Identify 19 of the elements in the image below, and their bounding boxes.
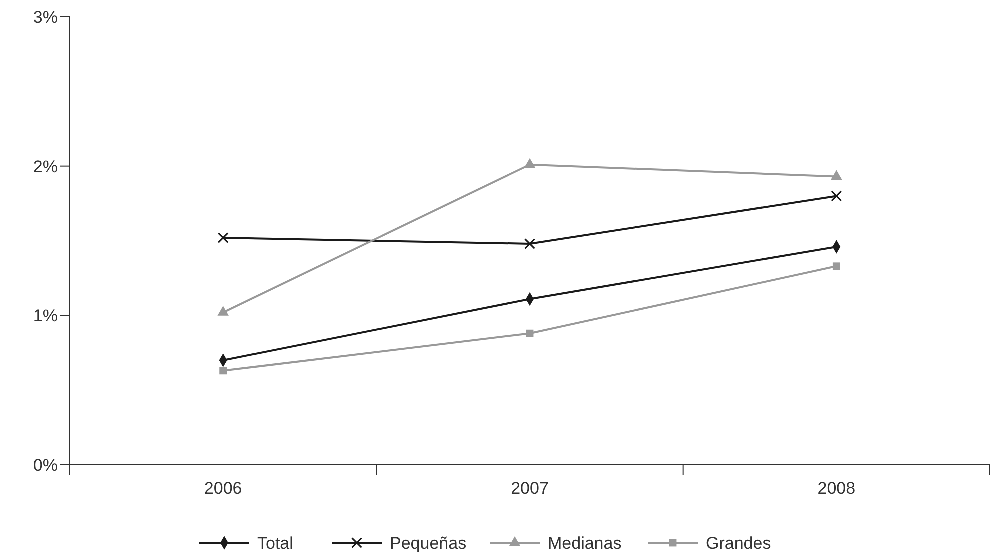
- x-tick-label: 2008: [818, 479, 856, 498]
- point: [220, 367, 228, 375]
- point: [832, 262, 840, 270]
- point: [831, 190, 842, 202]
- legend-label: Grandes: [706, 534, 772, 553]
- legend-label: Pequeñas: [390, 534, 467, 553]
- x-tick-label: 2007: [511, 479, 549, 498]
- point: [831, 170, 842, 180]
- y-tick-label: 2%: [33, 157, 58, 176]
- point: [526, 330, 534, 338]
- point: [524, 238, 536, 250]
- legend-label: Medianas: [548, 534, 622, 553]
- y-tick-label: 0%: [33, 456, 58, 475]
- point: [218, 232, 229, 244]
- point: [524, 158, 536, 168]
- x-tick-label: 2006: [204, 479, 242, 498]
- legend-label: Total: [258, 534, 294, 553]
- y-tick-label: 1%: [33, 306, 58, 326]
- y-tick-label: 3%: [33, 8, 58, 27]
